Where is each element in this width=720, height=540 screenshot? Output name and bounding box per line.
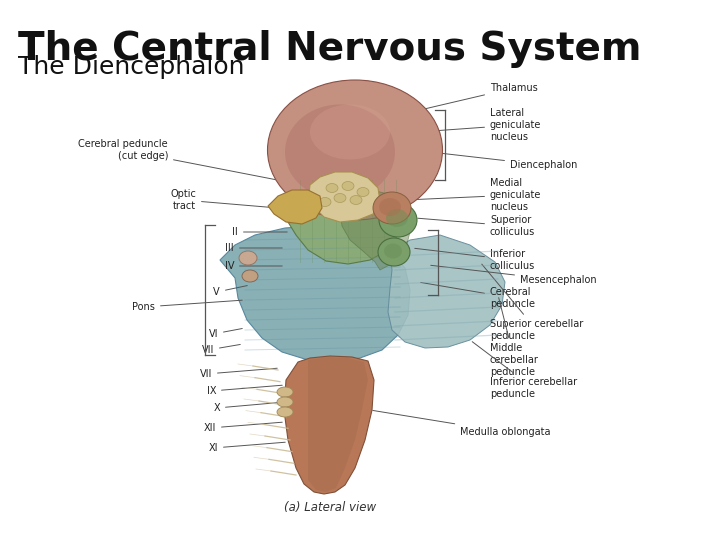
Text: Inferior cerebellar
peduncle: Inferior cerebellar peduncle — [472, 342, 577, 399]
Text: Superior
colliculus: Superior colliculus — [418, 215, 535, 237]
Text: Medial
geniculate
nucleus: Medial geniculate nucleus — [408, 178, 541, 212]
Polygon shape — [284, 356, 374, 494]
Text: Thalamus: Thalamus — [423, 83, 538, 110]
Polygon shape — [220, 226, 410, 362]
Ellipse shape — [378, 238, 410, 266]
Text: IV: IV — [225, 261, 282, 271]
Text: Optic
tract: Optic tract — [170, 189, 275, 211]
Polygon shape — [308, 357, 368, 492]
Ellipse shape — [357, 187, 369, 197]
Ellipse shape — [277, 397, 293, 407]
Polygon shape — [340, 190, 410, 270]
Text: Medulla oblongata: Medulla oblongata — [373, 410, 551, 437]
Text: Cerebral peduncle
(cut edge): Cerebral peduncle (cut edge) — [78, 139, 295, 184]
Ellipse shape — [242, 270, 258, 282]
Ellipse shape — [268, 80, 443, 220]
Text: III: III — [225, 243, 282, 253]
Text: Mesencephalon: Mesencephalon — [431, 265, 597, 285]
Ellipse shape — [350, 195, 362, 205]
Ellipse shape — [384, 244, 402, 259]
Ellipse shape — [373, 192, 411, 224]
Text: The Diencephalon: The Diencephalon — [18, 55, 245, 79]
Text: Inferior
colliculus: Inferior colliculus — [415, 248, 535, 271]
Text: Diencephalon: Diencephalon — [433, 152, 577, 170]
Ellipse shape — [285, 105, 395, 199]
Polygon shape — [309, 172, 380, 222]
Ellipse shape — [379, 203, 417, 237]
Text: The Central Nervous System: The Central Nervous System — [18, 30, 642, 68]
Polygon shape — [268, 190, 322, 224]
Text: IX: IX — [207, 385, 282, 396]
Text: Cerebral
peduncle: Cerebral peduncle — [420, 282, 535, 309]
Text: VII: VII — [199, 368, 277, 379]
Text: Lateral
geniculate
nucleus: Lateral geniculate nucleus — [420, 109, 541, 141]
Text: X: X — [213, 402, 282, 413]
Ellipse shape — [310, 105, 390, 159]
Text: II: II — [233, 227, 287, 237]
Text: Pons: Pons — [132, 300, 242, 312]
Polygon shape — [388, 235, 505, 348]
Text: XII: XII — [204, 422, 282, 433]
Ellipse shape — [239, 251, 257, 265]
Ellipse shape — [277, 387, 293, 397]
Polygon shape — [288, 175, 400, 264]
Ellipse shape — [334, 193, 346, 202]
Text: VI: VI — [209, 328, 242, 339]
Ellipse shape — [277, 407, 293, 417]
Ellipse shape — [342, 181, 354, 191]
Text: VII: VII — [202, 345, 240, 355]
Text: V: V — [213, 286, 247, 297]
Text: XI: XI — [209, 442, 285, 453]
Text: Superior cerebellar
peduncle: Superior cerebellar peduncle — [482, 264, 583, 341]
Text: Middle
cerebellar
peduncle: Middle cerebellar peduncle — [490, 298, 539, 376]
Ellipse shape — [326, 184, 338, 192]
Ellipse shape — [319, 198, 331, 206]
Ellipse shape — [386, 209, 408, 227]
Text: (a) Lateral view: (a) Lateral view — [284, 501, 376, 514]
Ellipse shape — [379, 198, 401, 216]
